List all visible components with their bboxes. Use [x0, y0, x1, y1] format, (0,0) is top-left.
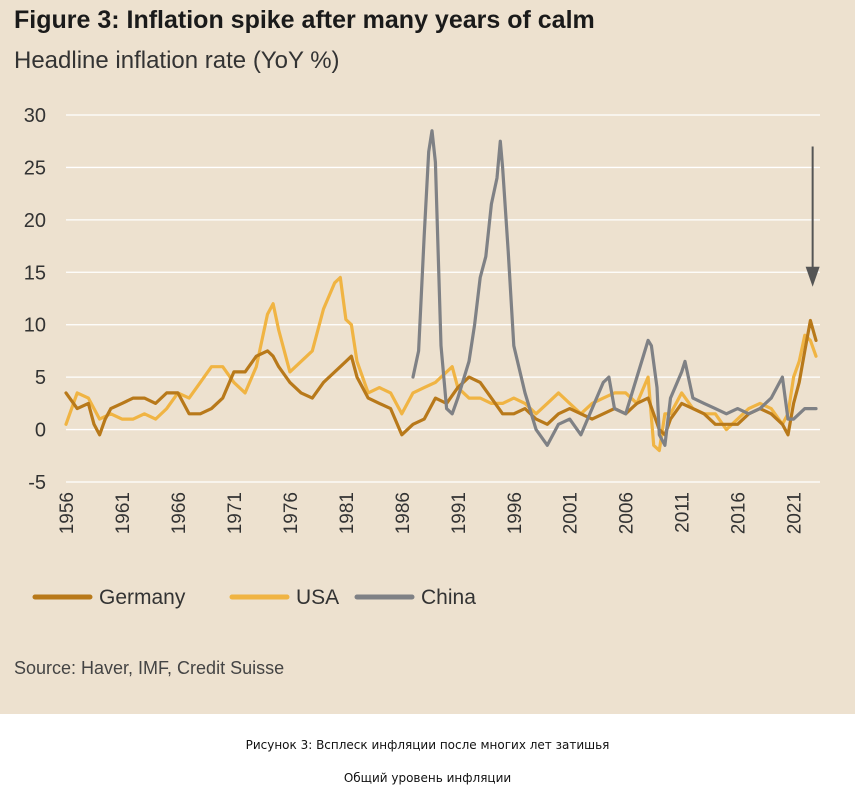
- x-tick-label: 1956: [57, 492, 78, 534]
- legend-label: Germany: [99, 586, 186, 609]
- arrow-annotation: [805, 146, 820, 287]
- chart-figure: Figure 3: Inflation spike after many yea…: [0, 0, 855, 714]
- x-tick-label: 1966: [169, 492, 190, 534]
- x-tick-label: 1981: [337, 492, 358, 534]
- y-tick-label: -5: [28, 472, 46, 494]
- x-axis-ticks: 1956 1961 1966 1971 1976 1981 1986 1991 1996 2001…: [57, 492, 806, 534]
- x-tick-label: 1996: [505, 492, 526, 534]
- legend-label: China: [421, 586, 476, 609]
- y-tick-label: 30: [24, 105, 46, 127]
- x-tick-label: 2016: [729, 492, 750, 534]
- y-tick-label: 5: [35, 367, 46, 389]
- source-note: Source: Haver, IMF, Credit Suisse: [14, 658, 285, 678]
- y-tick-label: 15: [24, 262, 46, 284]
- y-tick-label: 0: [35, 420, 46, 442]
- x-tick-label: 1961: [113, 492, 134, 534]
- y-axis-ticks: 30 25 20 15 10 5 0 -5: [24, 105, 46, 494]
- chart-subtitle: Headline inflation rate (YoY %): [14, 47, 340, 74]
- gridlines: [66, 114, 820, 483]
- y-tick-label: 20: [24, 210, 46, 232]
- x-tick-label: 2006: [617, 492, 638, 534]
- legend-label: USA: [296, 586, 339, 609]
- legend-item-usa: USA: [229, 586, 339, 609]
- x-tick-label: 1976: [281, 492, 302, 534]
- series-line-usa: [64, 275, 818, 453]
- chart-legend: Germany USA China: [32, 586, 476, 609]
- legend-item-china: China: [354, 586, 476, 609]
- caption-title-ru: Рисунок 3: Всплеск инфляции после многих…: [245, 738, 610, 752]
- y-tick-label: 10: [24, 315, 46, 337]
- x-tick-label: 2011: [673, 492, 694, 533]
- chart-title: Figure 3: Inflation spike after many yea…: [14, 6, 595, 34]
- series-lines: [64, 129, 818, 453]
- series-line-germany: [64, 318, 818, 437]
- x-tick-label: 2021: [785, 492, 806, 534]
- series-line-china: [411, 129, 818, 447]
- x-tick-label: 1971: [225, 492, 246, 534]
- x-tick-label: 1991: [449, 492, 470, 534]
- caption-subtitle-ru: Общий уровень инфляции: [343, 771, 512, 785]
- arrow-head: [805, 266, 820, 287]
- x-tick-label: 2001: [561, 492, 582, 534]
- legend-item-germany: Germany: [32, 586, 186, 609]
- x-tick-label: 1986: [393, 492, 414, 534]
- y-tick-label: 25: [24, 157, 46, 179]
